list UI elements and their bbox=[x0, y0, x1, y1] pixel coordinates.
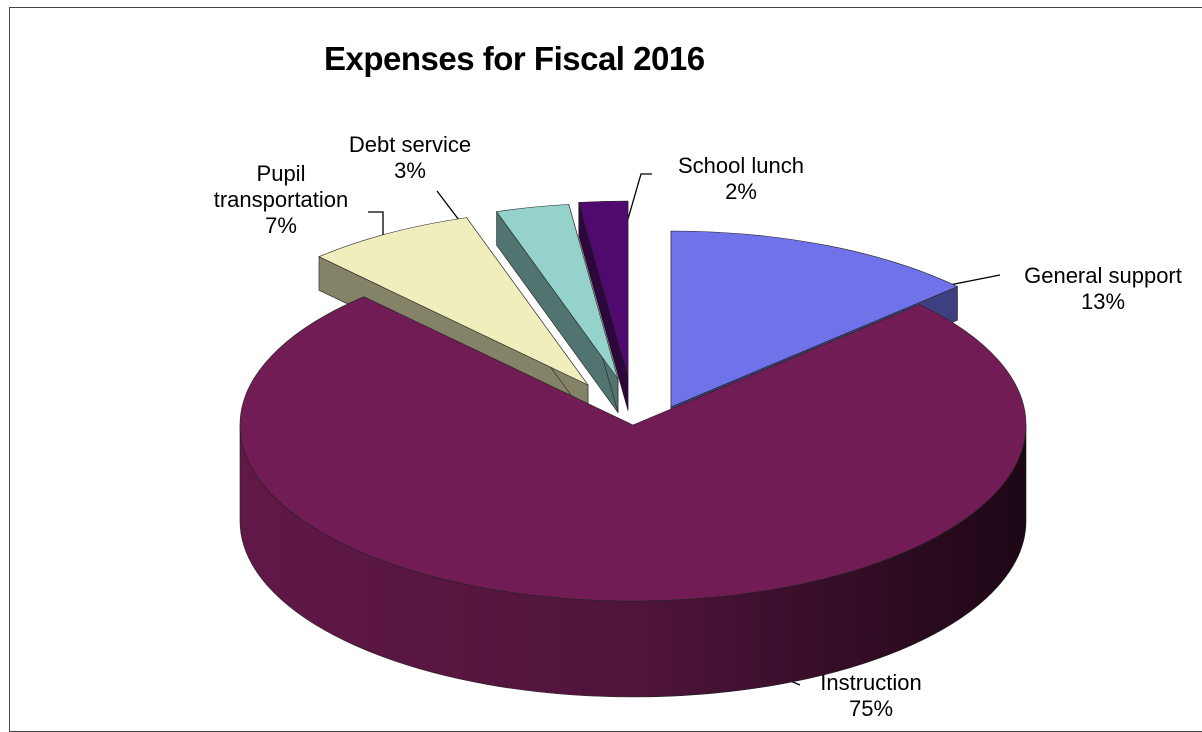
chart-title: Expenses for Fiscal 2016 bbox=[324, 40, 705, 77]
slice-label: Instruction 75% bbox=[820, 670, 922, 721]
slice-label: General support 13% bbox=[1024, 263, 1182, 314]
slice-label: Debt service 3% bbox=[349, 132, 471, 183]
slice-label: School lunch 2% bbox=[678, 153, 804, 204]
pie-slice-debt-service bbox=[496, 204, 619, 414]
pie-slice-instruction bbox=[239, 296, 1027, 698]
pie-slice-school-lunch bbox=[578, 200, 629, 411]
slice-label: Pupil transportation 7% bbox=[214, 161, 349, 238]
